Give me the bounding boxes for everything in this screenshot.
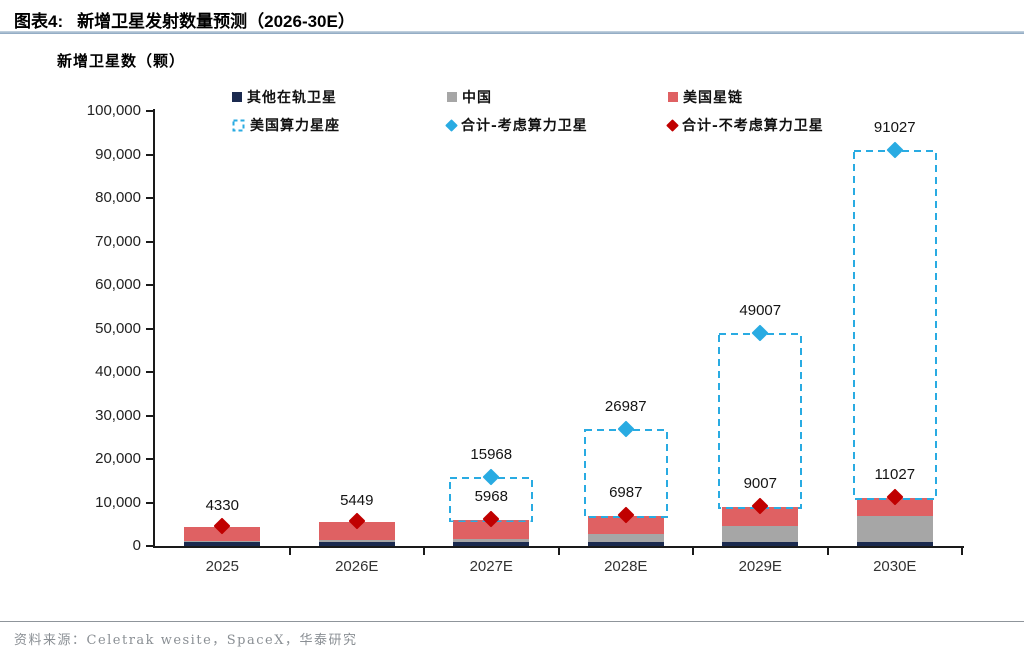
- figure-number-label: 图表4:: [14, 12, 64, 31]
- legend-item: 美国星链: [668, 88, 743, 106]
- legend-item: 中国: [447, 88, 492, 106]
- y-axis-tick: [146, 197, 154, 199]
- y-axis-tick: [146, 458, 154, 460]
- legend-item: 合计-不考虑算力卫星: [666, 116, 824, 134]
- y-axis-tick-label: 10,000: [95, 493, 141, 511]
- y-axis-tick: [146, 414, 154, 417]
- total-with-compute-label: 49007: [739, 301, 782, 319]
- legend-item-label: 美国星链: [683, 90, 743, 106]
- bar-segment-其他在轨卫星: [184, 542, 261, 546]
- total-with-compute-label: 91027: [873, 119, 916, 137]
- total-without-compute-label: 9007: [743, 474, 777, 492]
- x-axis-category-label: 2030E: [873, 558, 917, 575]
- compute-constellation-outline: [583, 428, 668, 518]
- total-with-compute-label: 26987: [604, 397, 647, 415]
- legend-item-label: 其他在轨卫星: [247, 90, 337, 106]
- figure-title: 图表4: 新增卫星发射数量预测（2026-30E）: [14, 7, 355, 32]
- y-axis-tick: [146, 240, 154, 243]
- legend-item: 合计-考虑算力卫星: [445, 116, 588, 134]
- bar-segment-美国星链: [722, 506, 799, 527]
- bar-segment-其他在轨卫星: [587, 541, 664, 546]
- bar-segment-中国: [722, 526, 799, 543]
- x-axis-category-label: 2028E: [604, 558, 648, 575]
- y-axis-tick: [146, 327, 154, 330]
- y-axis-tick-label: 70,000: [95, 232, 141, 250]
- legend-diamond-icon: [445, 118, 458, 132]
- x-axis-category-label: 2025: [205, 558, 239, 575]
- legend-item-label: 合计-考虑算力卫星: [461, 118, 588, 134]
- compute-constellation-outline: [852, 150, 937, 501]
- legend-square-icon: [232, 92, 242, 102]
- dashed-box-icon: [583, 428, 668, 518]
- y-axis-unit-label: 新增卫星数（颗）: [57, 52, 186, 70]
- x-axis-tick: [692, 548, 694, 555]
- x-axis-tick: [961, 548, 963, 555]
- y-axis-tick-label: 80,000: [95, 189, 141, 206]
- legend-diamond-icon: [666, 118, 679, 132]
- x-axis-category-label: 2029E: [738, 558, 782, 575]
- x-axis-tick: [826, 548, 829, 555]
- bar-segment-美国星链: [318, 522, 395, 540]
- y-axis-tick: [146, 501, 154, 504]
- x-axis-line: [153, 546, 964, 548]
- total-without-compute-label: 6987: [609, 483, 643, 501]
- legend-item: 美国算力星座: [232, 116, 340, 134]
- bar-segment-中国: [184, 541, 261, 543]
- bar-segment-中国: [453, 539, 530, 543]
- legend-square-icon: [668, 92, 678, 102]
- y-axis-tick-label: 100,000: [86, 102, 141, 119]
- x-axis-tick: [423, 548, 425, 555]
- y-axis-tick-label: 0: [132, 537, 141, 554]
- legend-square-icon: [447, 92, 457, 102]
- x-axis-category-label: 2026E: [335, 558, 379, 575]
- bar-segment-中国: [856, 516, 933, 542]
- y-axis-tick-label: 60,000: [95, 276, 141, 293]
- source-note: 资料来源：Celetrak wesite，SpaceX，华泰研究: [14, 633, 358, 648]
- x-axis-category-label: 2027E: [469, 558, 513, 575]
- figure-title-text: 新增卫星发射数量预测（2026-30E）: [77, 12, 355, 31]
- bar-segment-美国星链: [453, 520, 530, 540]
- total-with-compute-label: 15968: [470, 445, 513, 463]
- legend-item-label: 中国: [462, 90, 492, 106]
- title-underline: [0, 31, 1024, 34]
- dashed-box-icon: [852, 150, 937, 501]
- y-axis-tick: [146, 284, 154, 286]
- legend-dashed-box-icon: [232, 119, 245, 131]
- y-axis-line: [153, 109, 155, 548]
- y-axis-tick: [146, 545, 154, 547]
- footer-divider: [0, 621, 1024, 622]
- bar-segment-其他在轨卫星: [722, 542, 799, 546]
- bar-segment-其他在轨卫星: [318, 541, 395, 546]
- bar-segment-中国: [587, 534, 664, 542]
- bar-segment-中国: [318, 539, 395, 542]
- legend-item-label: 合计-不考虑算力卫星: [682, 118, 824, 134]
- bar-segment-美国星链: [856, 498, 933, 517]
- y-axis-tick-label: 90,000: [95, 145, 141, 163]
- x-axis-tick: [557, 548, 560, 555]
- y-axis-tick-label: 40,000: [95, 363, 141, 380]
- y-axis-tick: [146, 371, 154, 373]
- bar-segment-美国星链: [587, 515, 664, 535]
- total-without-compute-label: 5449: [340, 492, 374, 510]
- x-axis-tick: [288, 548, 291, 555]
- total-without-compute-label: 11027: [874, 466, 916, 484]
- bar-segment-其他在轨卫星: [856, 541, 933, 546]
- legend-item-label: 美国算力星座: [250, 118, 340, 134]
- total-without-compute-label: 4330: [205, 497, 239, 515]
- y-axis-tick: [146, 153, 154, 156]
- y-axis-tick-label: 20,000: [95, 450, 141, 467]
- bar-segment-其他在轨卫星: [453, 542, 530, 546]
- y-axis-tick: [146, 110, 154, 112]
- y-axis-tick-label: 50,000: [95, 319, 141, 337]
- total-without-compute-label: 5968: [474, 488, 508, 506]
- legend-item: 其他在轨卫星: [232, 88, 337, 106]
- y-axis-tick-label: 30,000: [95, 406, 141, 424]
